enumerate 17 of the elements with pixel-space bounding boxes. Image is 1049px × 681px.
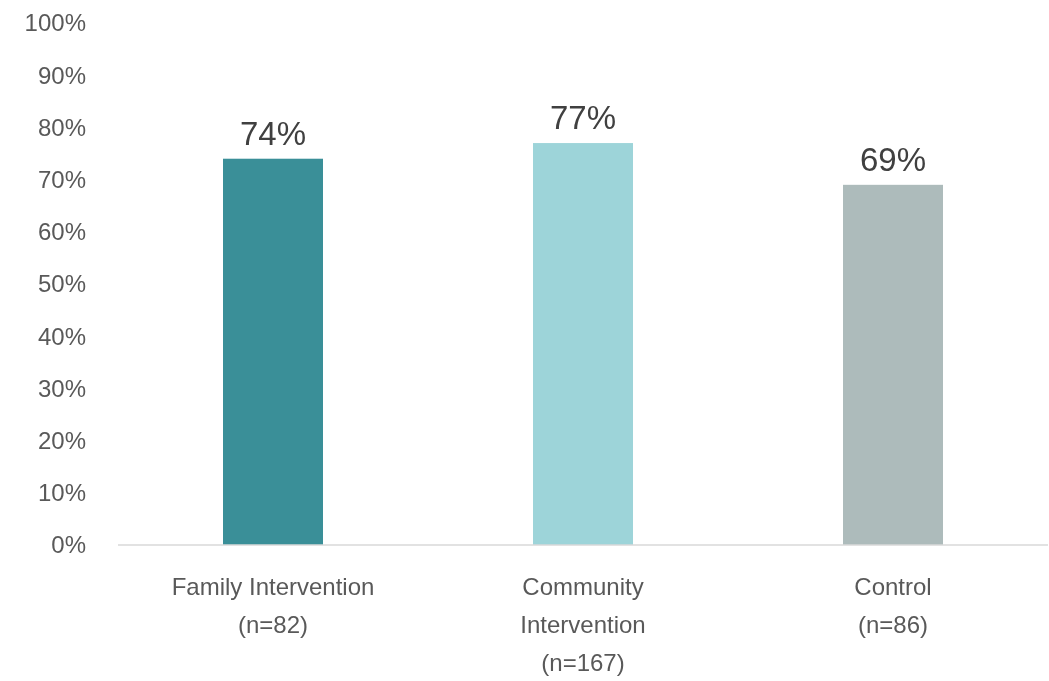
data-label: 69% [859, 140, 927, 178]
y-tick-label: 90% [37, 61, 86, 89]
y-tick-label: 0% [51, 531, 86, 559]
x-tick-label: Control (n=86) [854, 573, 932, 638]
y-tick-label: 50% [37, 270, 86, 298]
data-label: 74% [239, 114, 307, 152]
x-tick-label: Community Intervention (n=167) [520, 573, 646, 676]
y-tick-label: 100% [24, 9, 86, 37]
data-label: 77% [549, 99, 617, 137]
y-tick-label: 70% [37, 166, 86, 193]
y-tick-label: 20% [37, 427, 86, 454]
y-tick-label: 60% [37, 218, 86, 246]
y-tick-label: 10% [37, 479, 86, 507]
y-tick-label: 40% [37, 322, 86, 350]
y-tick-label: 80% [37, 113, 86, 141]
y-tick-label: 30% [37, 374, 86, 402]
x-tick-label: Family Intervention (n=82) [171, 573, 375, 638]
